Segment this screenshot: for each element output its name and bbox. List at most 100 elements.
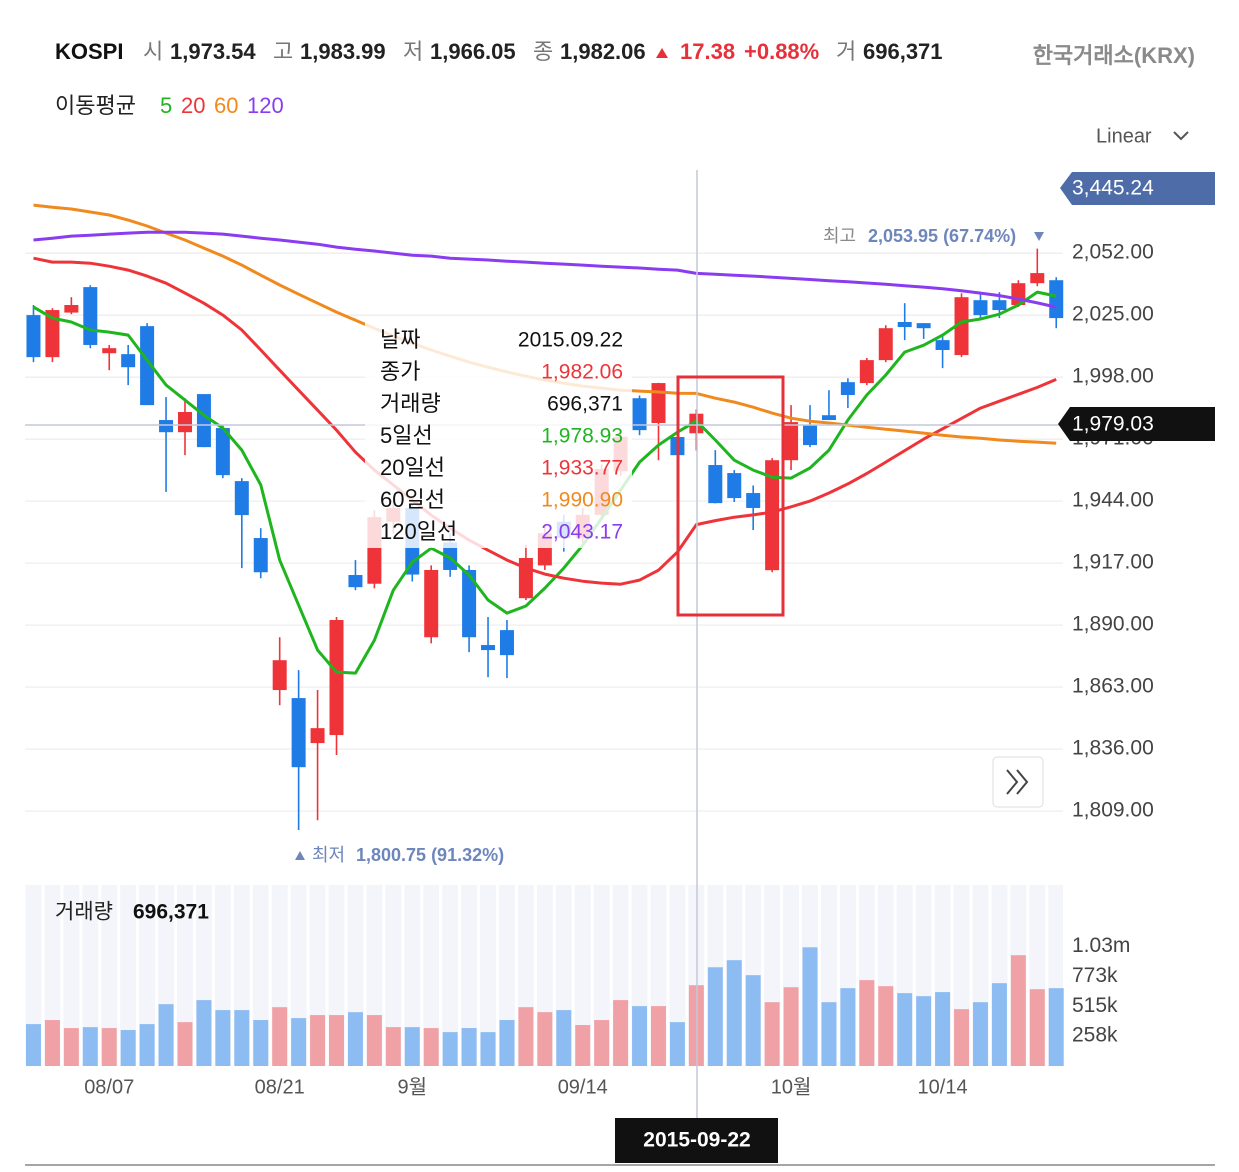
- volume-bar: [613, 1000, 629, 1066]
- crosshair-date-bg: [615, 1118, 778, 1163]
- field-value: 1,982.06: [560, 39, 646, 64]
- volume-bar: [215, 1010, 231, 1066]
- candle-body: [462, 569, 477, 638]
- volume-tick-label: 1.03m: [1072, 934, 1130, 957]
- volume-bar: [347, 1012, 363, 1066]
- ma-line: [33, 230, 1057, 309]
- candle-body: [746, 493, 761, 508]
- tooltip-value: 2,043.17: [541, 521, 623, 544]
- y-tick-label: 1,998.00: [1072, 365, 1154, 388]
- scale-selector[interactable]: Linear: [1096, 125, 1152, 147]
- x-tick-label: 08/21: [255, 1076, 305, 1098]
- volume-bar: [291, 1018, 307, 1066]
- volume-bar: [461, 1028, 477, 1066]
- candle-body: [102, 348, 117, 354]
- price-tag: 3,445.24: [1072, 177, 1154, 200]
- x-tick-label: 10/14: [918, 1076, 968, 1098]
- volume-bar: [44, 1020, 60, 1066]
- y-tick-label: 1,917.00: [1072, 551, 1154, 574]
- volume-bar: [499, 1020, 515, 1066]
- x-tick-label: 10월: [771, 1075, 812, 1098]
- candle-body: [64, 305, 79, 313]
- candle-body: [121, 354, 136, 368]
- candle-body: [329, 620, 344, 736]
- volume-bar: [1029, 989, 1045, 1066]
- scroll-icon[interactable]: [1006, 769, 1029, 795]
- candle-body: [45, 310, 60, 358]
- candle-body: [784, 422, 799, 461]
- crosshair-date: 2015-09-22: [643, 1129, 750, 1152]
- tooltip-value: 696,371: [547, 393, 623, 416]
- volume-bar: [480, 1032, 496, 1066]
- tooltip-label: 날짜: [380, 327, 420, 352]
- volume-panel-label: 거래량: [55, 901, 113, 924]
- candle-body: [348, 575, 363, 588]
- volume-bar: [594, 1020, 610, 1066]
- tooltip-label: 60일선: [380, 487, 445, 512]
- candle-body: [954, 297, 969, 356]
- volume-bar: [840, 988, 856, 1066]
- candle-body: [140, 326, 155, 406]
- tooltip-bg: [365, 322, 632, 548]
- candle-body: [215, 428, 230, 476]
- volume-bar: [991, 983, 1007, 1066]
- candle-body: [499, 630, 514, 656]
- legend-entry: 20: [181, 93, 205, 118]
- volume-tick-label: 515k: [1072, 994, 1118, 1017]
- volume-bar: [821, 1002, 837, 1066]
- volume-bar: [385, 1027, 401, 1066]
- crosshair-price: 1,979.03: [1072, 413, 1154, 436]
- volume-bar: [329, 1015, 345, 1066]
- volume-bar: [177, 1022, 193, 1066]
- volume-bar: [272, 1007, 288, 1066]
- candle-body: [897, 321, 912, 328]
- candle-body: [291, 698, 306, 768]
- price-tag-bg: [1060, 172, 1215, 205]
- volume-bar: [632, 1006, 648, 1066]
- candle-body: [632, 398, 647, 431]
- volume-bar: [726, 960, 742, 1066]
- volume-bar: [556, 1010, 572, 1066]
- x-tick-label: 09/14: [558, 1076, 608, 1098]
- volume-bar: [1048, 988, 1064, 1066]
- volume-bar: [442, 1032, 458, 1066]
- volume-bar: [575, 1025, 591, 1066]
- legend-entry: 120: [247, 93, 284, 118]
- volume-panel-value: 696,371: [133, 901, 209, 924]
- candle-body: [424, 569, 439, 638]
- x-tick-label: 9월: [398, 1075, 428, 1098]
- volume-bar: [859, 980, 875, 1066]
- candle-body: [821, 415, 836, 421]
- max-marker: [1034, 232, 1044, 241]
- dropdown-chevron[interactable]: [1173, 131, 1189, 141]
- candle-body: [310, 728, 325, 744]
- volume-bar: [120, 1030, 136, 1066]
- volume-bar: [897, 993, 913, 1066]
- y-tick-label: 1,836.00: [1072, 737, 1154, 760]
- volume-bar: [972, 1002, 988, 1066]
- tooltip-value: 1,990.90: [541, 489, 623, 512]
- candle-body: [26, 315, 41, 358]
- field-label: 시: [143, 39, 163, 64]
- tooltip: 날짜 2015.09.22 종가 1,982.06 거래량 696,371 5일선 1,978…: [365, 322, 632, 548]
- y-tick-label: 1,944.00: [1072, 489, 1154, 512]
- volume-bar: [366, 1015, 382, 1066]
- candle-body: [803, 425, 818, 446]
- volume-bar: [783, 987, 799, 1066]
- symbol: KOSPI: [55, 39, 123, 64]
- min-label: 최저: [312, 845, 345, 865]
- candle-body: [916, 323, 931, 329]
- candle-body: [992, 300, 1007, 311]
- ma-legend: 5 20 60 120: [160, 93, 284, 118]
- min-text: 1,800.75 (91.32%): [356, 845, 504, 865]
- candle-body: [234, 481, 249, 516]
- volume-bar: [310, 1015, 326, 1066]
- tooltip-label: 종가: [380, 359, 420, 384]
- volume-bar: [764, 1002, 780, 1066]
- legend-entry: 5: [160, 93, 172, 118]
- max-label: 최고: [823, 226, 856, 246]
- candle-body: [973, 300, 988, 316]
- volume-bar: [196, 1000, 212, 1066]
- field-value: 1,973.54: [170, 39, 256, 64]
